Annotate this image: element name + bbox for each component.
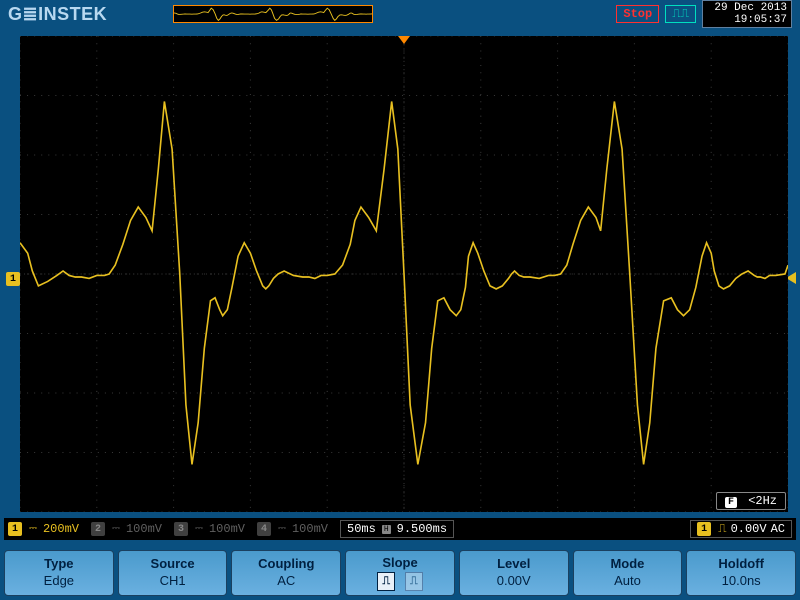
brand-logo: G≣INSTEK <box>8 4 107 25</box>
pulse-icon: ⎍⎍ <box>665 5 696 23</box>
ch4-vdiv: 100mV <box>292 522 328 536</box>
rising-edge-icon: ⎍ <box>718 522 726 536</box>
btn-value: AC <box>277 573 295 590</box>
btn-label: Coupling <box>258 556 314 573</box>
timebase-perdiv: 50ms <box>347 522 376 536</box>
datetime-box: 29 Dec 2013 19:05:37 <box>702 0 792 28</box>
scope-area: 1 F <2Hz 1 ⎓ 200mV 2 ⎓ 100mV 3 ⎓ 100mV 4 ⎓ 100mV 50… <box>4 28 796 540</box>
timebase-offset: 9.500ms <box>397 522 447 536</box>
btn-label: Holdoff <box>718 556 763 573</box>
ch1-vdiv: 200mV <box>43 522 79 536</box>
ch3-vdiv: 100mV <box>209 522 245 536</box>
date-text: 29 Dec 2013 <box>707 2 787 14</box>
trigger-readout: 1 ⎍ 0.00V AC <box>690 520 792 538</box>
waveform-display[interactable] <box>20 36 788 512</box>
ch4-coupling-icon: ⎓ <box>278 523 286 535</box>
waveform-overview <box>173 5 373 23</box>
save-icon: H <box>382 525 391 534</box>
rising-slope-icon: ⎍ <box>377 572 395 590</box>
btn-value: 0.00V <box>497 573 531 590</box>
run-stop-indicator[interactable]: Stop <box>616 5 659 23</box>
btn-label: Slope <box>382 555 417 572</box>
falling-slope-icon: ⎍ <box>405 572 423 590</box>
btn-value: CH1 <box>160 573 186 590</box>
ch1-ground-marker: 1 <box>6 272 20 286</box>
btn-value: 10.0ns <box>722 573 761 590</box>
btn-label: Mode <box>610 556 644 573</box>
trig-source-pill: 1 <box>697 522 711 536</box>
trig-coupling: AC <box>771 522 785 536</box>
top-bar: G≣INSTEK Stop ⎍⎍ 29 Dec 2013 19:05:37 <box>0 0 800 28</box>
ch2-vdiv: 100mV <box>126 522 162 536</box>
trig-level: 0.00V <box>731 522 767 536</box>
ch1-pill: 1 <box>8 522 22 536</box>
ch3-coupling-icon: ⎓ <box>195 523 203 535</box>
freq-label: F <box>725 497 737 508</box>
coupling-button[interactable]: Coupling AC <box>231 550 341 596</box>
ch1-coupling-icon: ⎓ <box>29 523 37 535</box>
type-button[interactable]: Type Edge <box>4 550 114 596</box>
level-button[interactable]: Level 0.00V <box>459 550 569 596</box>
time-text: 19:05:37 <box>707 14 787 26</box>
mode-button[interactable]: Mode Auto <box>573 550 683 596</box>
softkey-menu: Type Edge Source CH1 Coupling AC Slope ⎍… <box>4 550 796 596</box>
ch2-coupling-icon: ⎓ <box>112 523 120 535</box>
source-button[interactable]: Source CH1 <box>118 550 228 596</box>
btn-label: Level <box>497 556 530 573</box>
btn-value: Auto <box>614 573 641 590</box>
frequency-readout: F <2Hz <box>716 492 786 510</box>
ch2-pill: 2 <box>91 522 105 536</box>
slope-button[interactable]: Slope ⎍ ⎍ <box>345 550 455 596</box>
status-bar: 1 ⎓ 200mV 2 ⎓ 100mV 3 ⎓ 100mV 4 ⎓ 100mV 50ms H 9.50… <box>4 518 796 540</box>
trigger-position-marker <box>398 36 410 44</box>
ch3-pill: 3 <box>174 522 188 536</box>
freq-value: <2Hz <box>748 494 777 508</box>
holdoff-button[interactable]: Holdoff 10.0ns <box>686 550 796 596</box>
btn-label: Type <box>44 556 73 573</box>
btn-value: Edge <box>44 573 74 590</box>
timebase-readout: 50ms H 9.500ms <box>340 520 454 538</box>
btn-label: Source <box>151 556 195 573</box>
ch4-pill: 4 <box>257 522 271 536</box>
